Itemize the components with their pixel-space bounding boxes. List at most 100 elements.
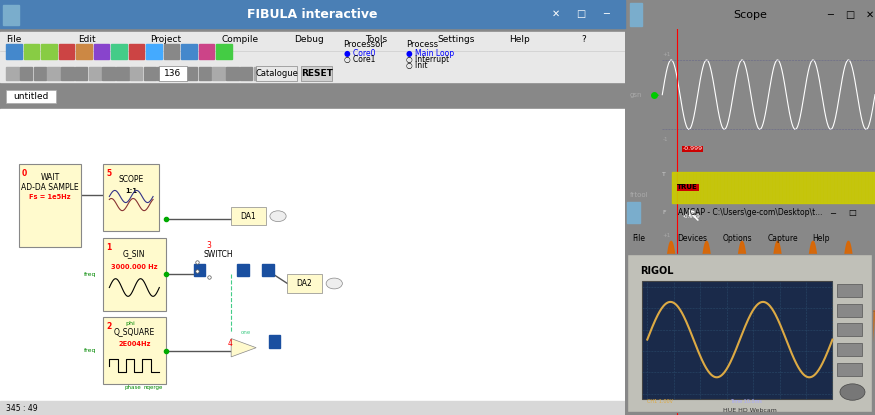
Circle shape (270, 211, 286, 222)
Bar (4, 5, 18, 25)
Bar (269, 335, 280, 348)
Bar (199, 44, 214, 59)
Bar (172, 67, 184, 80)
Text: G_SIN: G_SIN (123, 249, 145, 258)
Bar (254, 67, 266, 80)
Text: Processor: Processor (344, 40, 384, 49)
Text: gsn: gsn (630, 92, 642, 98)
Text: TRUE: TRUE (677, 184, 698, 190)
Text: Devices: Devices (677, 234, 707, 243)
Bar (240, 67, 252, 80)
Text: +1: +1 (662, 234, 670, 239)
Bar (0, 401, 625, 415)
Bar (41, 44, 57, 59)
Text: 5: 5 (106, 169, 111, 178)
Bar (199, 67, 211, 80)
Bar (94, 44, 109, 59)
Text: -0.999: -0.999 (682, 214, 700, 219)
Text: 0.56: 0.56 (665, 372, 677, 377)
Bar (226, 67, 239, 80)
Text: Debug: Debug (294, 35, 324, 44)
Bar (59, 44, 74, 59)
Text: 2E004Hz: 2E004Hz (118, 341, 150, 347)
Bar (0, 32, 625, 82)
Text: Project: Project (150, 35, 181, 44)
Bar (102, 67, 115, 80)
Bar (237, 264, 248, 276)
Bar (144, 67, 156, 80)
Text: HUE HD Webcam: HUE HD Webcam (723, 408, 777, 413)
Text: F: F (662, 210, 666, 215)
Text: ─: ─ (603, 9, 609, 19)
Bar (627, 202, 640, 223)
Text: Settings: Settings (438, 35, 475, 44)
Bar (642, 281, 832, 398)
Bar (193, 264, 205, 276)
Text: Process: Process (406, 40, 438, 49)
Bar (301, 66, 332, 81)
Bar (20, 67, 32, 80)
Text: 1:1: 1:1 (125, 188, 137, 194)
Text: Tools: Tools (366, 35, 388, 44)
Text: 2: 2 (106, 322, 111, 331)
Bar (88, 67, 102, 80)
Circle shape (840, 384, 865, 400)
Bar (181, 44, 197, 59)
Text: Help: Help (813, 234, 830, 243)
Text: Catalogue: Catalogue (255, 69, 298, 78)
Bar (111, 44, 127, 59)
Text: ○ Init: ○ Init (406, 61, 428, 70)
Text: SCOPE: SCOPE (119, 174, 144, 183)
Bar (158, 67, 170, 80)
Text: nqerge: nqerge (144, 385, 163, 390)
Bar (18, 164, 81, 247)
Text: Scope: Scope (733, 10, 766, 20)
Text: FIBULA interactive: FIBULA interactive (247, 7, 378, 21)
Text: File: File (633, 234, 645, 243)
Text: 3000.000 Hz: 3000.000 Hz (111, 264, 158, 270)
Text: ✕: ✕ (866, 10, 874, 20)
Text: RIGOL: RIGOL (640, 266, 673, 276)
Text: frtool: frtool (630, 192, 648, 198)
Bar (24, 44, 39, 59)
Text: 345 : 49: 345 : 49 (6, 404, 38, 413)
Bar (47, 67, 60, 80)
Text: one: one (241, 330, 251, 335)
Bar (75, 67, 88, 80)
Text: T: T (662, 172, 666, 177)
Bar (103, 317, 165, 384)
Text: phase: phase (125, 385, 142, 390)
Bar (61, 67, 74, 80)
Bar (129, 44, 144, 59)
Text: WAIT
AD-DA SAMPLE: WAIT AD-DA SAMPLE (21, 173, 79, 192)
Text: phi: phi (125, 321, 135, 326)
Text: switch: switch (630, 308, 652, 314)
Bar (262, 264, 274, 276)
Bar (103, 238, 165, 311)
Text: SWITCH: SWITCH (203, 250, 233, 259)
Bar (34, 67, 46, 80)
Text: ?: ? (581, 35, 585, 44)
Bar (837, 363, 863, 376)
Bar (116, 67, 129, 80)
Bar (672, 172, 875, 203)
Text: ● Core0: ● Core0 (344, 49, 375, 58)
Text: freq: freq (84, 272, 97, 277)
Bar (0, 109, 625, 415)
Text: 1: 1 (106, 243, 111, 251)
Bar (164, 44, 179, 59)
Bar (837, 323, 863, 336)
Text: File: File (6, 35, 22, 44)
Bar (231, 207, 265, 225)
Bar (76, 44, 92, 59)
Bar (6, 67, 18, 80)
Text: 3: 3 (206, 241, 211, 250)
Bar (256, 66, 297, 81)
Text: Q_SQUARE: Q_SQUARE (114, 327, 155, 337)
Bar (159, 66, 187, 81)
Text: DA1: DA1 (240, 212, 256, 221)
Text: freq: freq (84, 348, 97, 353)
Text: □: □ (845, 10, 855, 20)
Text: ○ Interrupt: ○ Interrupt (406, 55, 449, 64)
Bar (103, 164, 159, 232)
